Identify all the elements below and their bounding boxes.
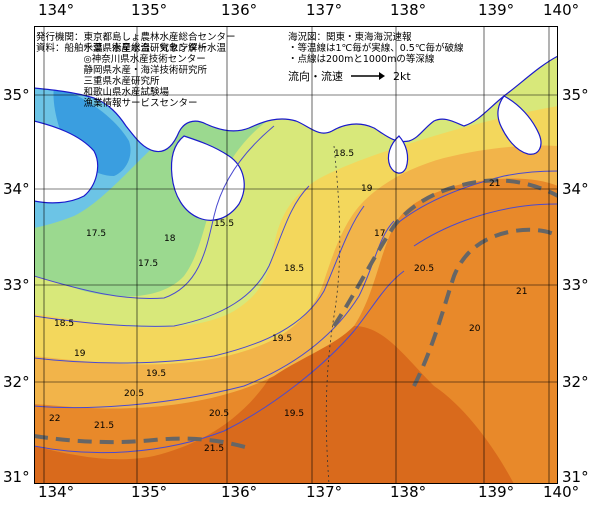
current-label: 流向・流速 — [288, 69, 343, 83]
kuroshio-axis — [332, 178, 558, 328]
map-info-block: 海況図：関東・東海海況速報 ・等温線は1℃毎が実線、0.5℃毎が破線 ・点線は2… — [288, 32, 464, 83]
lon-label-140-top: 140° — [543, 1, 580, 19]
isotherm-label: 20.5 — [414, 264, 434, 274]
isotherm-label: 21.5 — [204, 444, 224, 454]
isotherm-label: 18.5 — [334, 149, 354, 159]
issuer-item: 三重県水産研究所 — [83, 76, 160, 87]
lon-label-137-bottom: 137° — [306, 483, 343, 501]
issuer-label: 発行機関： — [36, 32, 84, 43]
issuer-item: 漁業情報サービスセンター — [83, 98, 198, 109]
depth-note: ・点線は200mと1000mの等深線 — [288, 54, 435, 65]
isotherm-line — [34, 270, 405, 454]
lat-label-34-left: 34° — [3, 180, 30, 198]
lon-label-138-top: 138° — [390, 1, 427, 19]
issuer-item: 千葉県水産総合研究センター — [83, 43, 208, 54]
isotherm-label: 18.5 — [284, 264, 304, 274]
lat-label-35-left: 35° — [3, 86, 30, 104]
lat-label-31-right: 31° — [562, 468, 589, 486]
isotherm-label: 18 — [164, 234, 176, 244]
isotherm-label: 19.5 — [146, 369, 166, 379]
land-kii-peninsula — [170, 135, 245, 221]
isotherm-line — [413, 203, 558, 247]
lon-label-134-bottom: 134° — [38, 483, 75, 501]
issuer-item: 和歌山県水産試験場 — [83, 87, 170, 98]
lon-label-139-top: 139° — [478, 1, 515, 19]
lon-label-136-bottom: 136° — [221, 483, 258, 501]
isotherm-label: 20 — [469, 324, 481, 334]
lat-label-33-right: 33° — [562, 276, 589, 294]
issuer-item: ◎神奈川県水産技術センター — [83, 54, 206, 65]
isotherm-label: 19.5 — [284, 409, 304, 419]
isotherm-label: 19 — [361, 184, 373, 194]
lat-label-33-left: 33° — [3, 276, 30, 294]
current-speed: 2kt — [393, 69, 411, 83]
sea-temperature-map: 17.5 17.5 18 18.5 18.5 15.5 18.5 19 19.5… — [34, 26, 558, 484]
isotherm-label: 15.5 — [214, 219, 234, 229]
lat-label-34-right: 34° — [562, 180, 589, 198]
lon-label-138-bottom: 138° — [390, 483, 427, 501]
credits-block: 発行機関： 東京都島しょ農林水産総合センター 千葉県水産総合研究センター ◎神奈… — [36, 32, 236, 109]
depth-contour-1000m — [325, 145, 341, 484]
isotherm-label: 20.5 — [209, 409, 229, 419]
isotherm-note: ・等温線は1℃毎が実線、0.5℃毎が破線 — [288, 43, 464, 54]
isotherm-label: 19 — [74, 349, 86, 359]
data-source: 資料：船舶水温、衛星水温、気象庁解析水温 — [36, 43, 227, 54]
lon-label-137-top: 137° — [306, 1, 343, 19]
issuer-item: 静岡県水産・海洋技術研究所 — [83, 65, 208, 76]
map-frame — [34, 26, 558, 484]
land-honshu — [34, 26, 558, 153]
isotherm-line — [34, 205, 365, 364]
lon-label-135-bottom: 135° — [131, 483, 168, 501]
isotherm-label: 21.5 — [94, 421, 114, 431]
isotherm-label: 17 — [374, 229, 385, 239]
lon-label-135-top: 135° — [131, 1, 168, 19]
isotherm-label: 19.5 — [272, 334, 292, 344]
isotherm-line — [34, 185, 310, 327]
isotherm-label: 17.5 — [138, 259, 158, 269]
isotherm-label: 18.5 — [54, 319, 74, 329]
lat-label-32-left: 32° — [3, 373, 30, 391]
kuroshio-axis — [34, 434, 250, 450]
lon-label-139-bottom: 139° — [478, 483, 515, 501]
current-arrow-icon — [351, 72, 385, 80]
land-boso — [497, 95, 542, 155]
isotherm-label: 21 — [489, 179, 500, 189]
lat-label-32-right: 32° — [562, 373, 589, 391]
isotherm-label: 20.5 — [124, 389, 144, 399]
kuroshio-axis — [412, 227, 558, 387]
isotherm-label: 22 — [49, 414, 60, 424]
issuer-item: 東京都島しょ農林水産総合センター — [83, 32, 236, 43]
isotherm-label: 21 — [516, 287, 527, 297]
lon-label-136-top: 136° — [221, 1, 258, 19]
lat-label-31-left: 31° — [3, 468, 30, 486]
lon-label-134-top: 134° — [38, 1, 75, 19]
isotherm-line — [34, 125, 275, 299]
land-shikoku — [34, 120, 99, 204]
isotherm-label: 17.5 — [86, 229, 106, 239]
lat-label-35-right: 35° — [562, 86, 589, 104]
land-izu-peninsula — [387, 135, 409, 174]
map-title: 海況図：関東・東海海況速報 — [288, 32, 412, 43]
lon-label-140-bottom: 140° — [543, 483, 580, 501]
